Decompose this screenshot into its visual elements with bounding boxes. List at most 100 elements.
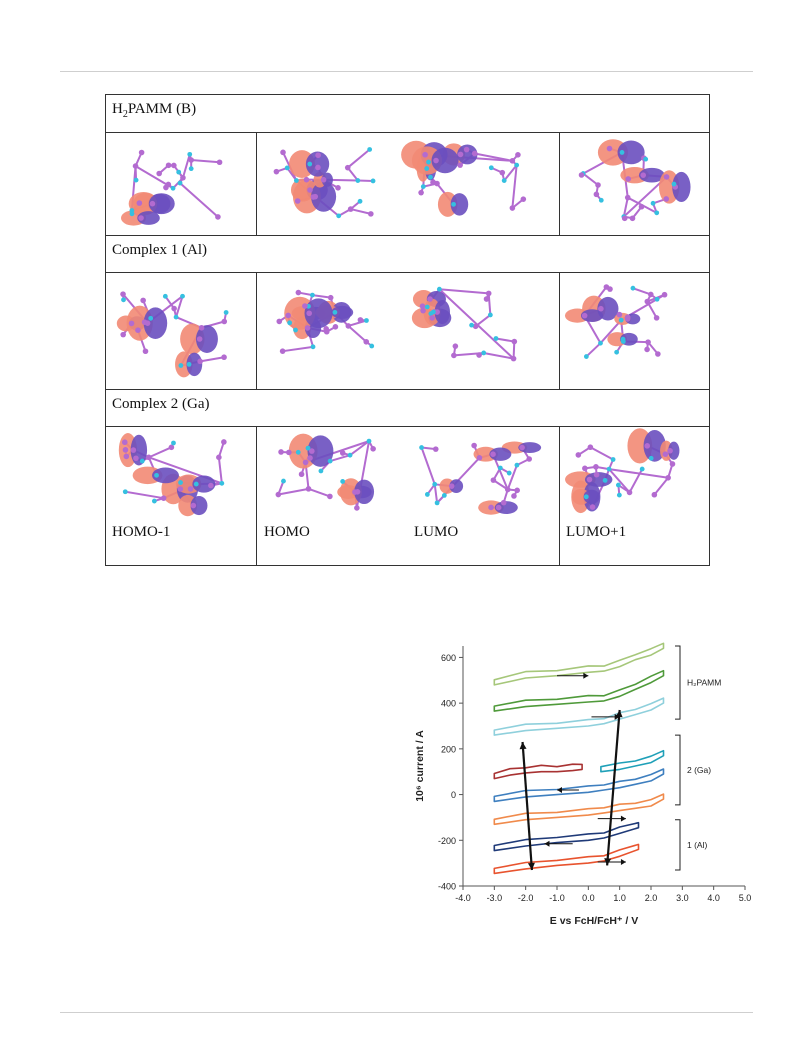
atom <box>429 315 436 321</box>
bond <box>179 182 219 218</box>
atom <box>614 349 620 355</box>
atom <box>368 211 374 217</box>
cv-series-line <box>600 749 665 773</box>
atom <box>136 200 143 206</box>
bond <box>511 164 518 209</box>
atom <box>644 346 650 353</box>
atom <box>424 166 430 171</box>
atom <box>123 453 130 460</box>
atom <box>278 449 284 455</box>
atom <box>618 317 624 323</box>
y-tick-label: 400 <box>441 699 456 709</box>
atom <box>315 152 321 159</box>
atom <box>500 499 507 506</box>
trend-arrow-head <box>527 862 535 870</box>
orbital-image <box>411 286 518 362</box>
atom <box>357 317 364 323</box>
atom <box>135 327 141 334</box>
atom <box>171 440 176 446</box>
atom <box>142 348 149 355</box>
atom <box>510 355 517 362</box>
atom <box>663 174 670 180</box>
atom <box>602 477 608 483</box>
cv-series-line <box>493 763 583 780</box>
bond <box>589 446 614 461</box>
atom <box>223 310 229 315</box>
atom <box>177 180 183 186</box>
y-tick-label: 200 <box>441 744 456 754</box>
y-tick-label: -400 <box>438 882 456 892</box>
atom <box>138 149 145 156</box>
section-title: H2PAMM (B) <box>112 101 197 120</box>
atom <box>165 162 172 169</box>
bond <box>199 356 225 363</box>
atom <box>221 354 227 361</box>
orbital-image <box>276 289 375 354</box>
footer-rule <box>60 1012 753 1013</box>
atom <box>662 451 669 457</box>
mo-table: H2PAMM (B) Complex 1 (Al) Complex 2 (Ga)… <box>105 94 710 566</box>
section-title-row: Complex 1 (Al) <box>106 236 709 273</box>
atom <box>598 305 604 312</box>
atom <box>428 174 433 180</box>
atom <box>122 447 129 453</box>
atom <box>434 309 440 315</box>
x-tick-label: 5.0 <box>739 893 752 903</box>
atom <box>339 450 346 456</box>
atom <box>310 194 317 200</box>
orbital-lobe-negative <box>152 467 179 484</box>
bond <box>492 479 509 491</box>
cv-series-line <box>493 843 640 875</box>
atom <box>648 455 654 461</box>
atom <box>367 147 373 152</box>
atom <box>215 214 221 220</box>
bond <box>475 314 491 328</box>
orbital-lobe-negative <box>457 144 478 165</box>
y-tick-label: -200 <box>438 836 456 846</box>
atom <box>499 169 506 176</box>
trend-arrow-head <box>615 710 623 718</box>
atom <box>369 343 375 349</box>
atom <box>441 492 447 498</box>
atom <box>607 286 613 292</box>
atom <box>665 474 671 481</box>
atom <box>433 157 439 164</box>
orbital-lobe-negative <box>643 430 666 462</box>
atom <box>593 191 600 198</box>
atom <box>487 312 493 318</box>
bond <box>420 447 436 485</box>
bond <box>599 319 622 344</box>
bond <box>585 342 602 358</box>
atom <box>526 456 533 462</box>
atom <box>197 358 203 365</box>
section-title-row: H2PAMM (B) <box>106 95 709 133</box>
cv-series-line <box>493 642 665 686</box>
atom <box>221 439 227 445</box>
orbital-image <box>273 147 376 219</box>
atom <box>279 348 286 354</box>
atom <box>120 291 126 297</box>
atom <box>643 156 649 162</box>
atom <box>309 448 315 454</box>
orbital-label: HOMO <box>264 524 310 540</box>
orbital-lobe-negative <box>321 172 333 187</box>
sweep-arrow-head <box>557 787 562 793</box>
cv-chart: -400 -200 0 200 400 600 -4.0 -3.0 -2.0 -1.0 0.0 1.0… <box>414 642 752 927</box>
atom <box>128 320 135 327</box>
atom <box>593 464 599 470</box>
atom <box>176 169 182 175</box>
atom <box>318 468 324 474</box>
x-tick-label: 2.0 <box>645 893 658 903</box>
atom <box>281 478 286 484</box>
x-tick-label: 1.0 <box>613 893 626 903</box>
atom <box>511 338 518 345</box>
atom <box>170 185 176 191</box>
atom <box>302 459 309 466</box>
orbital-image <box>578 139 691 222</box>
bond <box>191 159 220 164</box>
atom <box>208 482 214 489</box>
orbital-lobe-negative <box>137 211 160 225</box>
atom <box>295 289 302 296</box>
atom <box>497 465 503 471</box>
atom <box>419 303 426 309</box>
